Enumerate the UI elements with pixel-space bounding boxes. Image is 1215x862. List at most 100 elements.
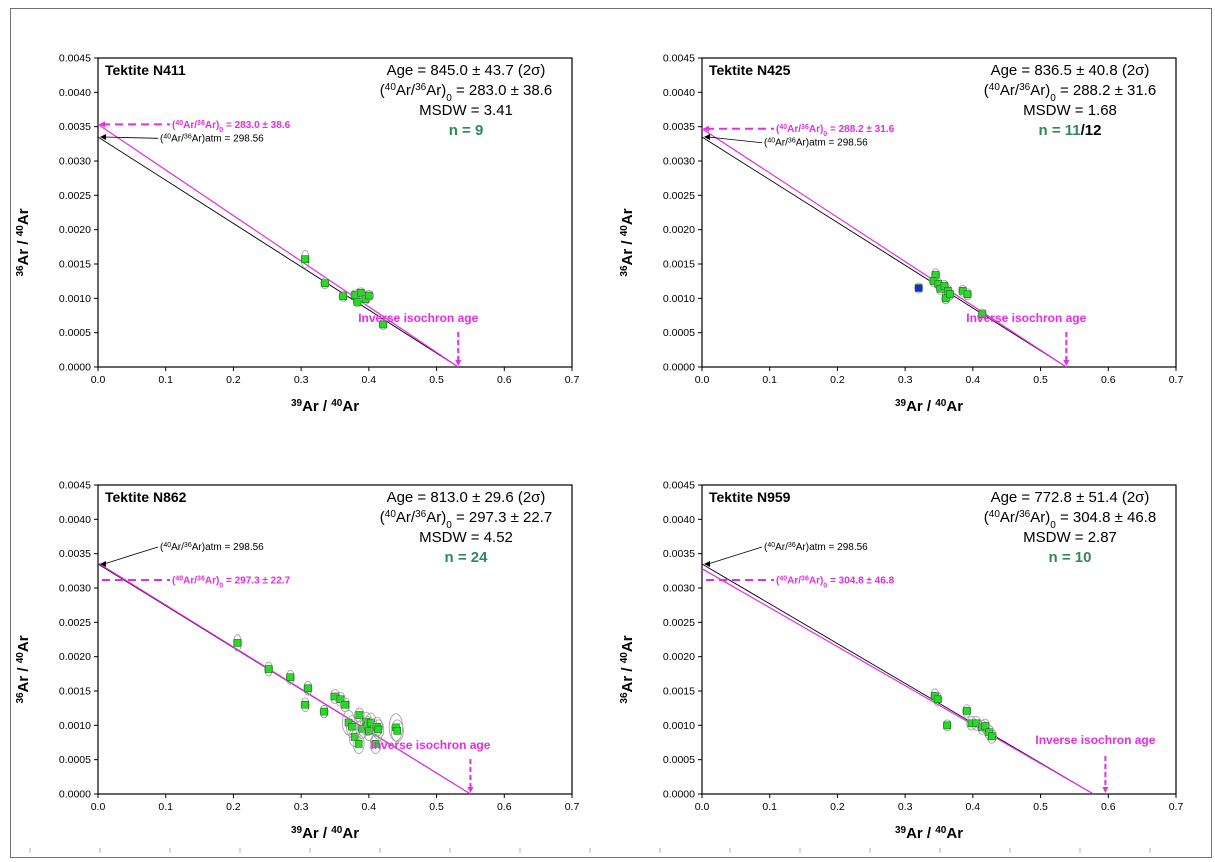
error-ellipse [320,277,330,290]
x-tick-label: 0.3 [898,374,913,386]
y-tick-label: 0.0015 [663,686,695,698]
x-tick-label: 0.6 [497,374,512,386]
data-point [978,310,987,318]
data-point [371,740,380,748]
y-tick-label: 0.0010 [59,293,91,305]
error-ellipse [354,707,365,723]
atm-callout-line [103,136,159,139]
y-tick-label: 0.0035 [59,121,91,133]
y-tick-label: 0.0030 [59,156,91,168]
figure-frame [10,8,1212,858]
data-point [963,290,972,299]
y-tick-label: 0.0015 [59,259,91,271]
chart-group: 0.00000.00050.00100.00150.00200.00250.00… [619,480,1184,843]
n-stat: n = 24 [445,549,489,566]
data-point [354,740,363,748]
error-ellipse [977,308,987,320]
atm-arrow-head [704,133,710,140]
atmospheric-reference-line [701,563,1094,795]
y-axis-label: 36Ar / 40Ar [15,635,33,703]
atm-arrow-head [704,560,710,567]
intercept-callout-label: (40Ar/36Ar)0 = 283.0 ± 38.6 [172,119,291,133]
y-axis-label: 36Ar / 40Ar [619,208,637,276]
x-tick-label: 0.2 [830,801,845,813]
x-tick-label: 0.7 [1169,801,1184,813]
y-tick-label: 0.0045 [59,480,91,492]
plot-area [701,57,1177,368]
y-tick-label: 0.0005 [59,327,91,339]
isochron-regression-line [701,128,1067,368]
y-tick-label: 0.0035 [663,548,695,560]
atm-callout-line [707,546,763,565]
y-tick-label: 0.0040 [663,87,695,99]
data-point [379,320,387,329]
intercept-arrow-head [703,125,709,132]
chart-group: 0.00000.00050.00100.00150.00200.00250.00… [15,53,580,416]
y-tick-label: 0.0025 [59,190,91,202]
x-tick-label: 0.5 [1033,801,1048,813]
y-tick-label: 0.0000 [59,789,91,801]
y-tick-label: 0.0015 [59,686,91,698]
plot-area [97,484,573,795]
y-axis-label: 36Ar / 40Ar [15,208,33,276]
atmospheric-reference-line [97,136,459,368]
chart-title: Tektite N862 [105,489,187,505]
error-ellipse [933,691,943,707]
age-arrow-head [467,787,474,793]
age-stat: Age = 772.8 ± 51.4 (2σ) [991,489,1150,506]
intercept-stat: (40Ar/36Ar)0 = 297.3 ± 22.7 [380,509,552,531]
data-point [339,292,347,301]
error-ellipse [378,319,388,330]
chart-title: Tektite N411 [105,62,186,78]
error-ellipse [348,726,361,748]
x-tick-label: 0.0 [91,801,106,813]
y-tick-label: 0.0000 [59,362,91,374]
y-tick-label: 0.0030 [663,583,695,595]
data-point [353,297,362,306]
atm-arrow-head [100,133,106,140]
x-tick-label: 0.4 [966,801,981,813]
x-tick-label: 0.7 [1169,374,1184,386]
error-ellipse [390,719,404,743]
isochron-regression-line [701,568,1094,795]
data-point [320,707,328,716]
y-tick-label: 0.0015 [663,259,695,271]
bottom-tick-strip [29,848,1151,853]
plot-area [701,484,1177,795]
n-stat: n = 10 [1049,549,1092,566]
atm-callout-label: (40Ar/36Ar)atm = 298.56 [160,133,264,145]
error-ellipse [986,729,997,744]
y-tick-label: 0.0010 [59,720,91,732]
x-axis-label: 39Ar / 40Ar [291,398,359,416]
x-tick-label: 0.6 [1101,374,1116,386]
data-point [355,711,364,719]
data-point [286,673,295,682]
error-ellipse [352,733,365,754]
y-tick-label: 0.0005 [663,754,695,766]
error-ellipse [363,290,374,301]
error-ellipse [300,697,310,713]
x-tick-label: 0.6 [1101,801,1116,813]
x-tick-label: 0.1 [158,801,173,813]
x-tick-label: 0.7 [565,374,580,386]
data-point [988,732,996,741]
y-tick-label: 0.0010 [663,293,695,305]
error-ellipse [319,705,329,719]
x-tick-label: 0.3 [294,374,309,386]
data-point [943,721,951,730]
x-tick-label: 0.3 [294,801,309,813]
error-ellipse [233,634,242,652]
msdw-stat: MSDW = 2.87 [1023,529,1117,546]
x-tick-label: 0.0 [695,801,710,813]
atm-callout-line [103,546,159,565]
data-point [365,291,373,300]
y-tick-label: 0.0045 [59,53,91,65]
data-point [946,290,954,299]
error-ellipse [979,718,991,734]
age-arrow-head [1063,360,1070,366]
y-tick-label: 0.0020 [59,651,91,663]
y-tick-label: 0.0045 [663,53,695,65]
